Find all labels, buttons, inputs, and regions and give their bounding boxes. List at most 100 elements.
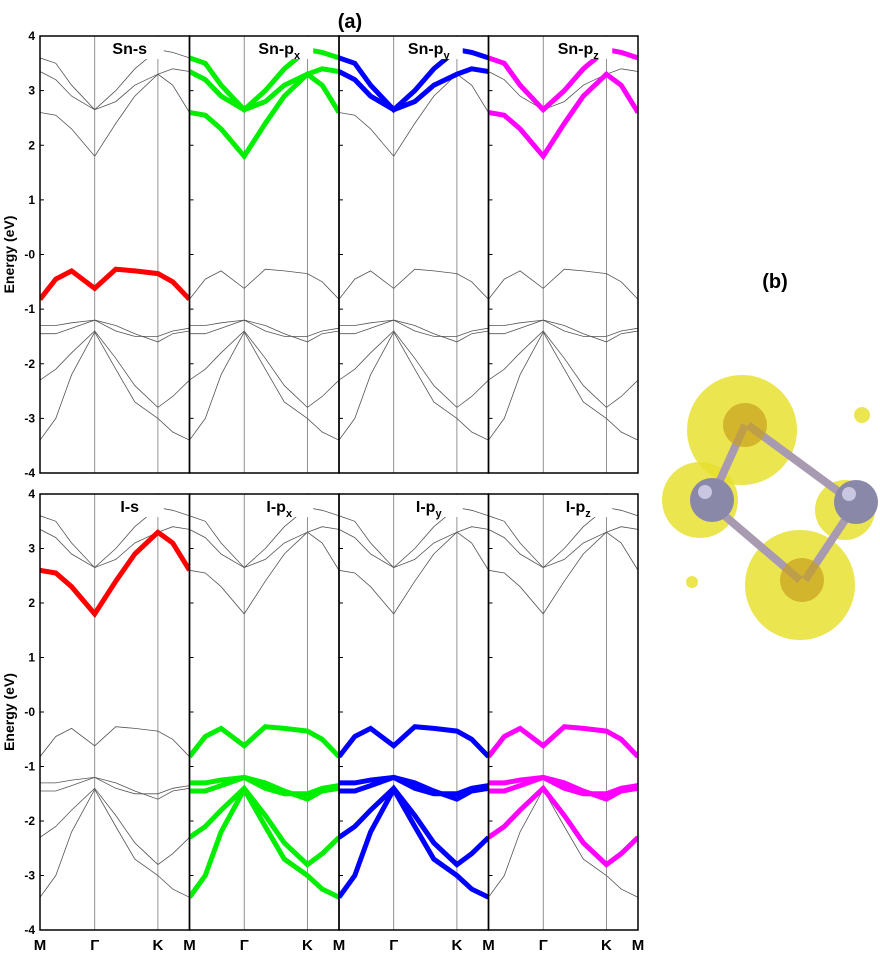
y-tick-label: -4 <box>24 923 35 937</box>
band-line <box>40 776 190 795</box>
panel-label-sub: z <box>593 50 599 62</box>
panel-label-sub: y <box>435 508 442 520</box>
projected-band <box>189 774 339 797</box>
band-line <box>339 73 489 157</box>
band-line <box>488 526 638 569</box>
x-tick-label: M <box>632 937 645 954</box>
panel-frame <box>487 493 639 931</box>
y-tick-label: -3 <box>24 869 35 883</box>
panel-label: Sn-px <box>258 41 301 62</box>
band-line <box>189 268 339 300</box>
projected-band <box>40 528 190 619</box>
panel: Γ K M I-pz <box>487 493 645 954</box>
panel-label-main: Sn-p <box>408 41 444 58</box>
band-line <box>40 776 190 800</box>
band-line <box>488 68 638 111</box>
y-tick-label: 2 <box>28 138 35 152</box>
x-tick-label: K <box>451 937 462 954</box>
label-bg <box>95 37 164 59</box>
projected-band <box>189 784 339 868</box>
panel-label-sub: x <box>294 50 301 62</box>
band-line <box>488 331 638 441</box>
panel-label-main: I-p <box>416 499 436 516</box>
band-line <box>339 268 489 300</box>
image-label: (b) <box>762 271 788 293</box>
band-line <box>40 73 190 157</box>
band-line <box>488 788 638 898</box>
bands <box>488 507 638 898</box>
y-tick-label: 1 <box>28 651 35 665</box>
projected-band <box>488 784 638 868</box>
y-tick-label: -3 <box>24 411 35 425</box>
chart-title: (a) <box>338 11 362 33</box>
label-bg <box>394 37 463 59</box>
projected-band <box>40 266 190 302</box>
band-line <box>40 526 190 569</box>
bands <box>40 507 190 898</box>
projected-band <box>339 784 489 900</box>
band-line <box>40 49 190 111</box>
x-tick-label: M <box>333 937 346 954</box>
panel-label: I-s <box>120 499 139 516</box>
y-tick-label: -0 <box>24 705 35 719</box>
projected-band <box>189 774 339 802</box>
label-bg <box>245 495 314 517</box>
band-line <box>488 330 638 408</box>
panel-label-sub: z <box>585 508 591 520</box>
panel-label: I-py <box>416 499 443 520</box>
bands <box>189 507 339 900</box>
x-tick-label: Γ <box>90 937 99 954</box>
band-line <box>189 531 339 615</box>
panel-label: I-px <box>266 499 293 520</box>
projected-band <box>488 774 638 797</box>
projected-band <box>189 70 339 161</box>
projected-band <box>339 774 489 802</box>
band-line <box>339 319 489 337</box>
band-line <box>488 507 638 569</box>
y-axis-label: Energy (eV) <box>1 673 17 751</box>
panel-label-main: Sn-p <box>258 41 294 58</box>
band-line <box>40 319 190 343</box>
projected-band <box>339 47 489 114</box>
projected-band <box>488 70 638 161</box>
y-axis-label: Energy (eV) <box>1 216 17 294</box>
y-tick-label: 4 <box>28 29 35 43</box>
label-bg <box>544 495 613 517</box>
projected-band <box>189 724 339 759</box>
panel: Sn-py <box>338 35 490 474</box>
band-line <box>189 526 339 569</box>
band-line <box>40 788 190 898</box>
x-tick-label: K <box>152 937 163 954</box>
y-tick-label: 3 <box>28 542 35 556</box>
band-line <box>488 531 638 615</box>
projected-band <box>339 66 489 113</box>
band-line <box>40 68 190 111</box>
projected-band <box>339 774 489 797</box>
band-line <box>339 319 489 343</box>
y-tick-label: -0 <box>24 248 35 262</box>
y-tick-label: 2 <box>28 596 35 610</box>
panel: -4 -3 -2 -1 -0 1 2 3 4 Sn-s <box>24 29 191 480</box>
panel: Γ K M I-px <box>188 493 346 954</box>
y-tick-label: -2 <box>24 357 35 371</box>
panel-label: Sn-pz <box>558 41 600 62</box>
band-line <box>339 531 489 615</box>
projected-band <box>189 784 339 900</box>
y-tick-label: 3 <box>28 84 35 98</box>
x-tick-label: Γ <box>539 937 548 954</box>
band-line <box>40 330 190 408</box>
projected-band <box>339 784 489 868</box>
panel: Sn-px <box>188 35 340 474</box>
band-line <box>488 787 638 866</box>
y-tick-label: -1 <box>24 760 35 774</box>
x-tick-label: M <box>482 937 495 954</box>
bands <box>339 507 489 900</box>
y-tick-label: 4 <box>28 487 35 501</box>
panel-label-sub: x <box>286 508 293 520</box>
band-line <box>189 331 339 441</box>
band-line <box>40 726 190 757</box>
bands <box>488 47 638 441</box>
band-line <box>488 319 638 337</box>
